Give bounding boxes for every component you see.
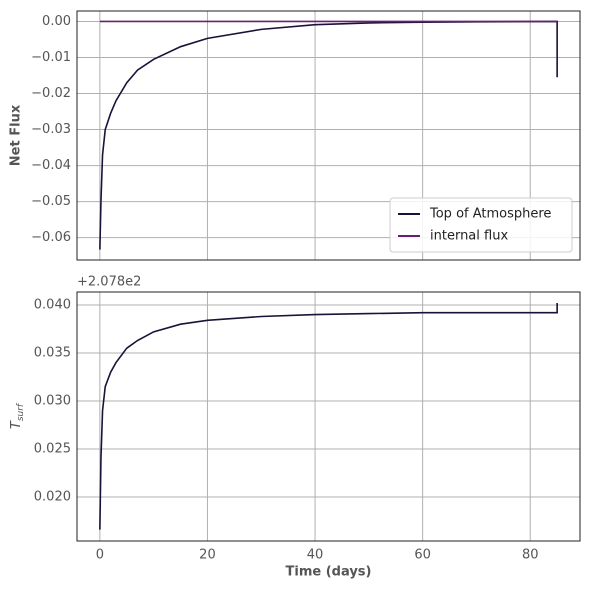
y-tick-label: 0.020 [34,490,71,505]
y-axis-label: Net Flux [9,104,24,166]
y-axis-label-main: T [9,420,24,429]
offset-text: +2.078e2 [77,275,141,290]
y-tick-label: −0.02 [31,86,71,101]
x-tick-label: 80 [522,548,539,563]
y-tick-label: −0.03 [31,122,71,137]
axes-frame [76,10,581,261]
y-tick-label: 0.025 [34,442,71,457]
x-tick-label: 20 [199,548,216,563]
y-tick-label: 0.00 [42,14,71,29]
y-tick-label: 0.035 [34,345,71,360]
axes-frame [76,291,581,542]
y-tick-label: −0.01 [31,50,71,65]
y-axis-label-sub: surf [16,402,26,421]
y-tick-label: 0.040 [34,297,71,312]
y-tick-label: −0.06 [31,230,71,245]
legend-label: Top of Atmosphere [429,207,551,222]
line [99,303,558,530]
legend-box [389,197,573,253]
x-tick-label: 60 [414,548,431,563]
y-tick-label: 0.030 [34,393,71,408]
x-tick-label: 40 [307,548,324,563]
legend-label: internal flux [430,229,508,244]
x-tick-label: 0 [96,548,104,563]
y-tick-label: −0.05 [31,194,71,209]
y-tick-label: −0.04 [31,158,71,173]
x-axis-label: Time (days) [286,565,372,580]
y-axis-label: Tsurf [9,402,26,429]
